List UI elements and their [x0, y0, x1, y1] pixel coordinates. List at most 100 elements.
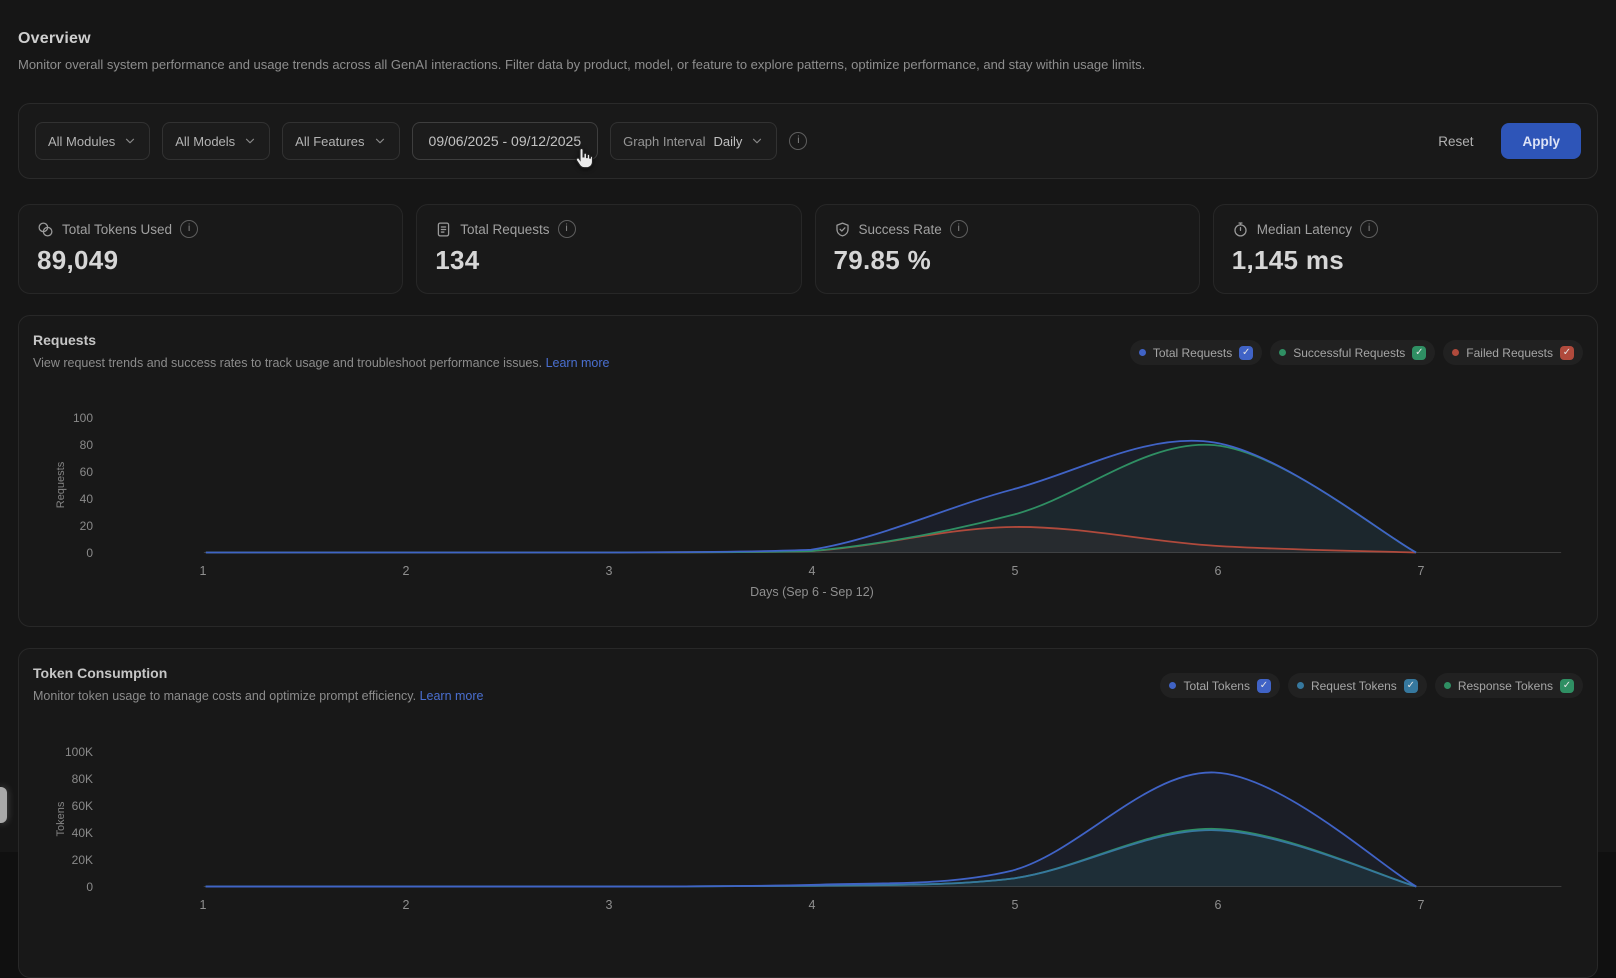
- stat-label: Total Requests: [460, 222, 549, 237]
- series-color-dot: [1139, 349, 1146, 356]
- tokens-card-title: Token Consumption: [33, 665, 484, 681]
- reset-button[interactable]: Reset: [1422, 123, 1489, 159]
- x-axis-tick: 7: [1396, 564, 1446, 578]
- y-axis-label: Tokens: [55, 783, 67, 855]
- stat-label: Total Tokens Used: [62, 222, 172, 237]
- models-filter-label: All Models: [175, 134, 235, 149]
- series-color-dot: [1279, 349, 1286, 356]
- legend-chip-total-tokens[interactable]: Total Tokens ✓: [1160, 673, 1280, 698]
- series-line: [206, 441, 1416, 553]
- legend-checkbox-checked[interactable]: ✓: [1239, 346, 1253, 360]
- timer-icon: [1232, 221, 1249, 238]
- left-edge-scroll-handle[interactable]: [0, 787, 7, 823]
- features-filter-label: All Features: [295, 134, 364, 149]
- legend-label: Response Tokens: [1458, 679, 1553, 693]
- legend-checkbox-checked[interactable]: ✓: [1560, 679, 1574, 693]
- stat-card-total-requests: Total Requests i 134: [416, 204, 801, 294]
- page-title: Overview: [18, 30, 1598, 48]
- check-icon: ✓: [1260, 680, 1268, 691]
- y-axis-tick: 80: [41, 438, 93, 452]
- requests-chart-card: Requests View request trends and success…: [18, 315, 1598, 627]
- check-icon: ✓: [1563, 347, 1571, 358]
- page-header: Overview Monitor overall system performa…: [18, 30, 1598, 72]
- check-icon: ✓: [1563, 680, 1571, 691]
- features-filter-dropdown[interactable]: All Features: [282, 122, 399, 160]
- requests-card-title: Requests: [33, 332, 610, 348]
- x-axis-tick: 1: [178, 564, 228, 578]
- hand-pointer-cursor: [570, 145, 596, 171]
- y-axis-tick: 60K: [41, 799, 93, 813]
- chevron-down-icon: [243, 134, 257, 148]
- stat-card-total-tokens: Total Tokens Used i 89,049: [18, 204, 403, 294]
- x-axis-tick: 3: [584, 898, 634, 912]
- requests-legend: Total Requests ✓ Successful Requests ✓ F…: [1130, 340, 1583, 365]
- chevron-down-icon: [750, 134, 764, 148]
- stat-value: 79.85 %: [834, 245, 1181, 276]
- series-color-dot: [1169, 682, 1176, 689]
- stat-info-icon[interactable]: i: [180, 220, 198, 238]
- x-axis-tick: 4: [787, 898, 837, 912]
- token-consumption-chart-card: Token Consumption Monitor token usage to…: [18, 648, 1598, 978]
- x-axis-tick: 6: [1193, 564, 1243, 578]
- stat-value: 1,145 ms: [1232, 245, 1579, 276]
- modules-filter-dropdown[interactable]: All Modules: [35, 122, 150, 160]
- legend-chip-request-tokens[interactable]: Request Tokens ✓: [1288, 673, 1427, 698]
- series-line: [206, 527, 1416, 553]
- legend-checkbox-checked[interactable]: ✓: [1560, 346, 1574, 360]
- stat-card-median-latency: Median Latency i 1,145 ms: [1213, 204, 1598, 294]
- series-color-dot: [1444, 682, 1451, 689]
- y-axis-label: Requests: [55, 449, 67, 521]
- models-filter-dropdown[interactable]: All Models: [162, 122, 270, 160]
- graph-interval-select[interactable]: Graph Interval Daily: [610, 122, 777, 160]
- modules-filter-label: All Modules: [48, 134, 115, 149]
- series-line: [206, 830, 1417, 886]
- y-axis-tick: 40K: [41, 826, 93, 840]
- coins-icon: [37, 221, 54, 238]
- x-axis-tick: 7: [1396, 898, 1446, 912]
- series-line: [206, 772, 1417, 886]
- shield-check-icon: [834, 221, 851, 238]
- legend-chip-successful-requests[interactable]: Successful Requests ✓: [1270, 340, 1435, 365]
- y-axis-tick: 20: [41, 519, 93, 533]
- x-axis-tick: 2: [381, 564, 431, 578]
- file-text-icon: [435, 221, 452, 238]
- legend-checkbox-checked[interactable]: ✓: [1412, 346, 1426, 360]
- x-axis-tick: 2: [381, 898, 431, 912]
- x-axis-label: Days (Sep 6 - Sep 12): [203, 585, 1421, 599]
- x-axis-tick: 3: [584, 564, 634, 578]
- stats-row: Total Tokens Used i 89,049 Total Request…: [18, 204, 1598, 294]
- stat-value: 89,049: [37, 245, 384, 276]
- tokens-card-subtitle: Monitor token usage to manage costs and …: [33, 689, 484, 703]
- stat-info-icon[interactable]: i: [558, 220, 576, 238]
- graph-interval-label: Graph Interval: [623, 134, 705, 149]
- learn-more-link[interactable]: Learn more: [546, 356, 610, 370]
- x-axis-tick: 1: [178, 898, 228, 912]
- legend-chip-total-requests[interactable]: Total Requests ✓: [1130, 340, 1262, 365]
- overview-page: Overview Monitor overall system performa…: [0, 0, 1616, 852]
- y-axis-tick: 100K: [41, 745, 93, 759]
- legend-label: Request Tokens: [1311, 679, 1397, 693]
- legend-checkbox-checked[interactable]: ✓: [1404, 679, 1418, 693]
- requests-card-subtitle: View request trends and success rates to…: [33, 356, 610, 370]
- stat-info-icon[interactable]: i: [1360, 220, 1378, 238]
- legend-label: Total Tokens: [1183, 679, 1250, 693]
- legend-chip-failed-requests[interactable]: Failed Requests ✓: [1443, 340, 1583, 365]
- x-axis-tick: 6: [1193, 898, 1243, 912]
- learn-more-link[interactable]: Learn more: [420, 689, 484, 703]
- graph-interval-info-icon[interactable]: i: [789, 132, 807, 150]
- date-range-value: 09/06/2025 - 09/12/2025: [429, 133, 582, 149]
- y-axis-tick: 0: [41, 880, 93, 894]
- check-icon: ✓: [1407, 680, 1415, 691]
- x-axis-tick: 5: [990, 898, 1040, 912]
- apply-button[interactable]: Apply: [1501, 123, 1581, 159]
- legend-checkbox-checked[interactable]: ✓: [1257, 679, 1271, 693]
- stat-info-icon[interactable]: i: [950, 220, 968, 238]
- x-axis-tick: 4: [787, 564, 837, 578]
- legend-chip-response-tokens[interactable]: Response Tokens ✓: [1435, 673, 1583, 698]
- y-axis-tick: 40: [41, 492, 93, 506]
- chevron-down-icon: [123, 134, 137, 148]
- legend-label: Successful Requests: [1293, 346, 1405, 360]
- x-axis-tick: 5: [990, 564, 1040, 578]
- legend-label: Total Requests: [1153, 346, 1232, 360]
- series-color-dot: [1297, 682, 1304, 689]
